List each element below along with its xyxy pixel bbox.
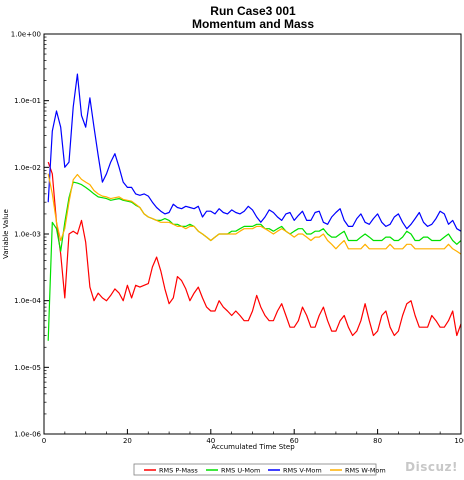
plot-frame	[43, 33, 462, 435]
x-tick-label: 60	[290, 437, 299, 445]
x-tick-label: 0	[42, 437, 46, 445]
x-tick-label: 100	[454, 437, 464, 445]
legend-label: RMS U-Mom	[221, 466, 260, 474]
y-tick-label: 1.0e-03	[14, 231, 41, 239]
x-tick-label: 80	[373, 437, 382, 445]
legend-label: RMS V-Mom	[283, 466, 322, 474]
y-tick-label: 1.0e+00	[11, 31, 41, 39]
chart-subtitle: Momentum and Mass	[192, 17, 314, 31]
series-line-rms-w-mom	[47, 173, 462, 255]
series-line-rms-v-mom	[47, 73, 462, 232]
series-line-rms-p-mass	[47, 161, 462, 337]
legend-label: RMS P-Mass	[159, 466, 198, 474]
x-tick-label: 20	[123, 437, 132, 445]
y-tick-label: 1.0e-02	[14, 164, 41, 172]
y-tick-label: 1.0e-05	[14, 364, 41, 372]
y-tick-label: 1.0e-06	[14, 431, 41, 439]
y-tick-label: 1.0e-04	[14, 297, 41, 305]
watermark-text: Discuz!	[405, 460, 458, 474]
legend-box	[133, 463, 377, 476]
chart-title: Run Case3 001	[210, 4, 296, 18]
series-layer	[47, 73, 462, 341]
y-axis-label: Variable Value	[2, 209, 10, 259]
series-line-rms-u-mom	[47, 181, 462, 341]
y-tick-label: 1.0e-01	[14, 97, 41, 105]
legend-label: RMS W-Mom	[345, 466, 386, 474]
legend: RMS P-Mass RMS U-Mom RMS V-Mom RMS W-Mom	[133, 463, 386, 476]
x-axis-label: Accumulated Time Step	[211, 443, 295, 451]
x-tick-label: 40	[206, 437, 215, 445]
y-axis-ticks: 1.0e-06 1.0e-05 1.0e-04 1.0e-03 1.0e-02 1.0e-…	[11, 31, 49, 439]
